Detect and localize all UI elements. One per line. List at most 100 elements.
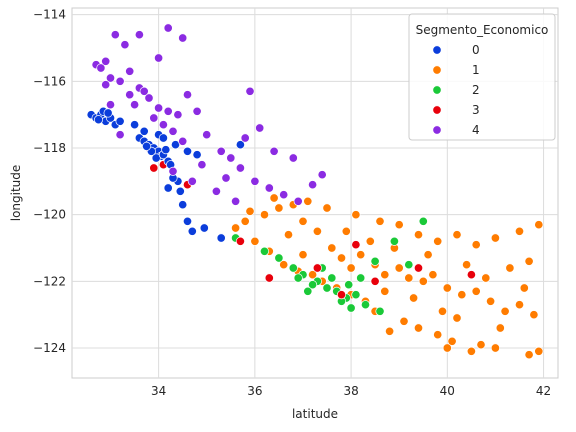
point-segment-4 (101, 80, 111, 90)
point-segment-1 (433, 236, 443, 246)
point-segment-4 (110, 30, 120, 40)
point-segment-1 (380, 286, 390, 296)
point-segment-2 (418, 216, 428, 226)
point-segment-1 (250, 236, 260, 246)
point-segment-4 (144, 93, 154, 103)
point-segment-2 (360, 300, 371, 310)
point-segment-1 (327, 243, 337, 253)
point-segment-1 (437, 306, 448, 316)
point-segment-4 (182, 90, 193, 100)
point-segment-1 (418, 276, 428, 286)
legend-marker-3 (432, 105, 442, 115)
point-segment-3 (466, 270, 476, 280)
point-segment-1 (274, 203, 284, 213)
point-segment-0 (142, 141, 152, 151)
point-segment-1 (298, 216, 308, 226)
point-segment-1 (322, 203, 332, 213)
point-segment-1 (303, 196, 313, 206)
point-segment-4 (101, 56, 111, 66)
point-segment-4 (245, 86, 255, 96)
point-segment-4 (211, 186, 221, 196)
point-segment-4 (125, 66, 135, 76)
y-tick-labels: −124 −122 −120 −118 −116 −114 (33, 8, 66, 355)
point-segment-0 (199, 223, 209, 233)
point-segment-4 (178, 136, 188, 146)
point-segment-0 (161, 145, 171, 155)
point-segment-2 (389, 236, 399, 246)
point-segment-1 (423, 250, 433, 260)
x-tick-label: 38 (343, 384, 358, 398)
point-segment-1 (452, 230, 462, 240)
point-segment-1 (259, 210, 270, 220)
point-segment-1 (471, 240, 481, 250)
point-segment-1 (490, 343, 500, 353)
point-segment-1 (481, 273, 491, 283)
y-tick-label: −118 (33, 141, 66, 155)
point-segment-1 (308, 270, 318, 280)
point-segment-1 (341, 226, 351, 236)
point-segment-4 (168, 126, 178, 136)
point-segment-4 (202, 130, 212, 140)
point-segment-1 (524, 256, 534, 266)
point-segment-4 (163, 106, 173, 116)
point-segment-1 (380, 270, 390, 280)
point-segment-0 (103, 108, 113, 118)
point-segment-1 (519, 283, 529, 293)
point-segment-2 (370, 256, 380, 266)
point-segment-4 (105, 100, 116, 110)
point-segment-1 (447, 336, 457, 346)
point-segment-4 (197, 160, 207, 170)
point-segment-1 (231, 223, 241, 233)
point-segment-4 (154, 53, 164, 63)
point-segment-1 (514, 226, 525, 236)
legend-marker-0 (432, 45, 442, 55)
x-tick-label: 36 (247, 384, 262, 398)
point-segment-1 (500, 306, 510, 316)
point-segment-0 (130, 120, 140, 130)
point-segment-1 (514, 300, 525, 310)
point-segment-1 (505, 263, 515, 273)
legend-marker-2 (432, 85, 442, 95)
point-segment-3 (264, 273, 274, 283)
point-segment-0 (192, 150, 202, 160)
point-segment-1 (486, 296, 496, 306)
point-segment-2 (375, 306, 385, 316)
point-segment-2 (259, 246, 270, 256)
point-segment-3 (370, 276, 380, 286)
legend-title: Segmento_Economico (416, 23, 549, 37)
point-segment-4 (250, 176, 260, 186)
point-segment-1 (404, 273, 414, 283)
point-segment-4 (105, 73, 116, 83)
point-segment-2 (308, 280, 318, 290)
point-segment-4 (279, 190, 289, 200)
point-segment-2 (274, 253, 284, 263)
point-segment-4 (192, 106, 202, 116)
point-segment-3 (413, 263, 424, 273)
point-segment-4 (125, 90, 135, 100)
point-segment-4 (120, 40, 130, 50)
y-tick-label: −116 (33, 74, 66, 88)
point-segment-1 (495, 323, 505, 333)
point-segment-1 (413, 323, 424, 333)
point-segment-4 (154, 103, 164, 113)
point-segment-4 (115, 130, 125, 140)
point-segment-1 (394, 263, 404, 273)
point-segment-2 (351, 290, 361, 300)
point-segment-2 (346, 303, 356, 313)
point-segment-0 (182, 216, 193, 226)
point-segment-0 (115, 116, 125, 126)
point-segment-0 (93, 115, 104, 125)
point-segment-1 (490, 233, 500, 243)
point-segment-1 (240, 216, 250, 226)
point-segment-1 (476, 340, 486, 350)
point-segment-4 (163, 23, 173, 33)
point-segment-4 (264, 183, 274, 193)
point-segment-0 (187, 226, 197, 236)
point-segment-1 (312, 226, 322, 236)
point-segment-0 (182, 146, 193, 156)
data-points (86, 23, 544, 360)
point-segment-1 (534, 346, 544, 356)
point-segment-3 (312, 263, 322, 273)
point-segment-1 (279, 260, 289, 270)
